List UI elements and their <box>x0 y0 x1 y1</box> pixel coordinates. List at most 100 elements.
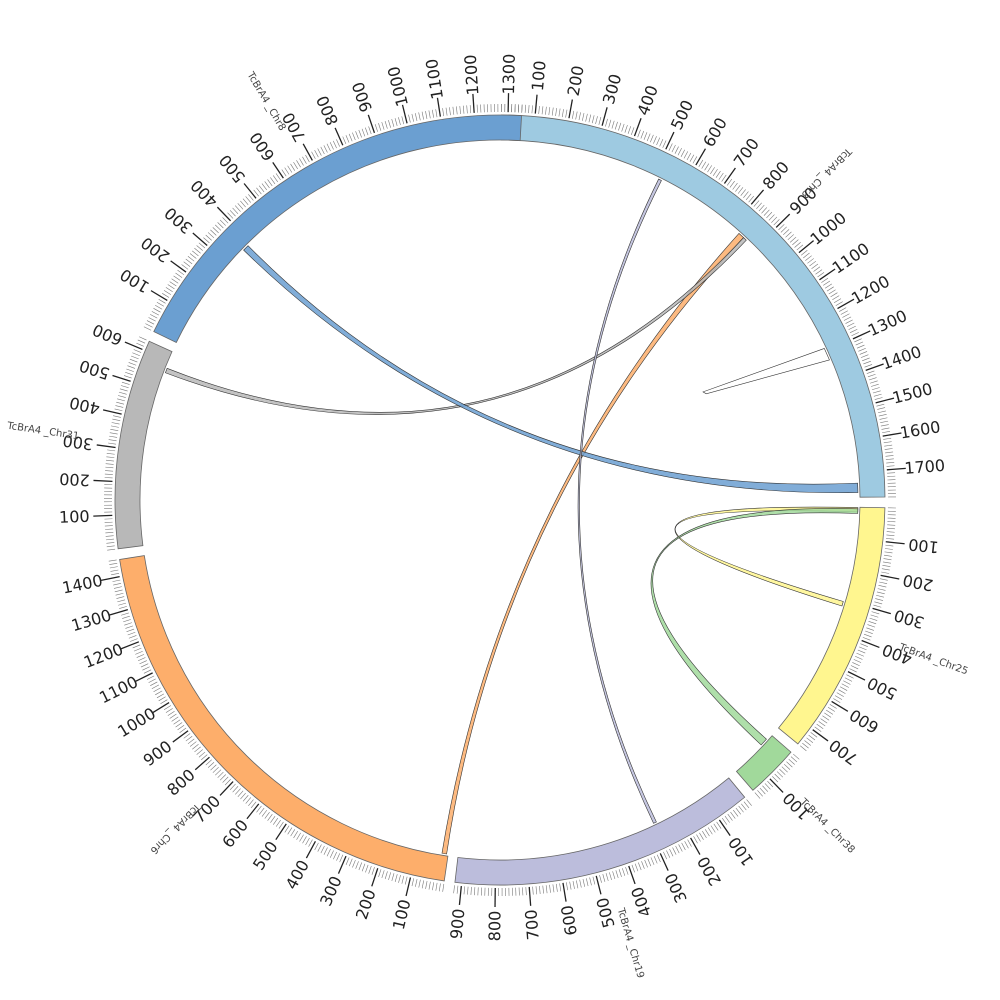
minor-tick <box>618 122 622 131</box>
major-tick <box>305 840 317 859</box>
tick-label-chr19-800: 800 <box>485 911 504 942</box>
minor-tick <box>885 458 894 460</box>
tick-marks-chr31 <box>93 336 147 551</box>
minor-tick <box>378 869 382 878</box>
major-tick <box>93 479 113 483</box>
minor-tick <box>864 364 873 368</box>
minor-tick <box>169 713 177 719</box>
tick-label-chr3-1400: 1400 <box>879 342 924 374</box>
minor-tick <box>302 836 307 844</box>
minor-tick <box>656 137 661 146</box>
minor-tick <box>875 598 884 601</box>
chromosome-chr31: 100 200 300 400 500 600 TcBrA4 _Chr31 <box>5 320 173 551</box>
minor-tick <box>863 633 872 638</box>
tick-label-chr31-200: 200 <box>59 469 90 489</box>
minor-tick <box>207 762 215 768</box>
minor-tick <box>622 868 626 876</box>
minor-tick <box>869 380 878 384</box>
minor-tick <box>681 842 686 851</box>
minor-tick <box>882 565 891 567</box>
minor-tick <box>885 455 894 457</box>
minor-tick <box>776 771 784 778</box>
minor-tick <box>832 295 840 301</box>
minor-tick <box>107 548 116 551</box>
tick-label-chr3-1700: 1700 <box>904 456 946 478</box>
minor-tick <box>829 704 837 709</box>
major-tick <box>723 167 736 184</box>
minor-tick <box>631 864 635 873</box>
minor-tick <box>185 735 193 742</box>
minor-tick <box>181 264 189 270</box>
minor-tick <box>110 569 119 572</box>
minor-tick <box>469 105 472 114</box>
minor-tick <box>127 631 136 636</box>
tick-label-chr3-1500: 1500 <box>890 379 934 408</box>
minor-tick <box>726 178 733 186</box>
minor-tick <box>638 862 642 871</box>
minor-tick <box>105 466 114 469</box>
minor-tick <box>112 579 121 582</box>
minor-tick <box>219 219 226 226</box>
minor-tick <box>105 463 114 465</box>
minor-tick <box>887 472 896 474</box>
minor-tick <box>792 239 799 246</box>
minor-tick <box>806 737 814 743</box>
minor-tick <box>800 250 808 256</box>
minor-tick <box>470 886 472 895</box>
minor-tick <box>826 709 834 715</box>
minor-tick <box>643 132 648 140</box>
minor-tick <box>453 885 455 894</box>
minor-tick <box>862 357 870 362</box>
minor-tick <box>778 224 785 231</box>
minor-tick <box>117 398 125 402</box>
major-tick <box>192 232 208 246</box>
minor-tick <box>242 795 249 802</box>
minor-tick <box>634 863 639 872</box>
major-tick <box>216 206 232 222</box>
minor-tick <box>535 886 538 895</box>
minor-tick <box>605 118 608 127</box>
minor-tick <box>242 198 249 206</box>
minor-tick <box>158 299 166 304</box>
minor-tick <box>588 114 592 123</box>
minor-tick <box>771 216 778 223</box>
minor-tick <box>132 644 141 649</box>
minor-tick <box>612 871 616 880</box>
minor-tick <box>394 874 398 882</box>
minor-tick <box>698 159 704 167</box>
minor-tick <box>267 179 273 187</box>
minor-tick <box>687 839 692 847</box>
minor-tick <box>884 548 893 550</box>
minor-tick <box>611 120 615 129</box>
minor-tick <box>855 655 863 660</box>
major-tick <box>405 877 412 897</box>
minor-tick <box>609 872 612 881</box>
minor-tick <box>196 749 204 755</box>
minor-tick <box>106 453 115 455</box>
chromosome-band-chr6 <box>119 555 449 882</box>
minor-tick <box>796 244 804 251</box>
minor-tick <box>287 827 293 835</box>
minor-tick <box>817 272 825 278</box>
minor-tick <box>816 723 824 730</box>
minor-tick <box>582 112 585 121</box>
minor-tick <box>302 156 307 164</box>
minor-tick <box>833 298 842 303</box>
minor-tick <box>401 116 405 125</box>
minor-tick <box>151 684 160 689</box>
minor-tick <box>361 863 366 872</box>
minor-tick <box>684 841 689 849</box>
minor-tick <box>384 871 388 880</box>
minor-tick <box>851 332 859 337</box>
major-tick <box>775 213 791 228</box>
minor-tick <box>275 819 281 827</box>
minor-tick <box>314 149 319 158</box>
minor-tick <box>545 885 548 894</box>
minor-tick <box>105 535 114 537</box>
minor-tick <box>748 195 755 203</box>
major-tick <box>93 514 113 517</box>
minor-tick <box>345 135 350 143</box>
minor-tick <box>674 146 679 154</box>
minor-tick <box>572 110 575 119</box>
minor-tick <box>136 342 144 347</box>
